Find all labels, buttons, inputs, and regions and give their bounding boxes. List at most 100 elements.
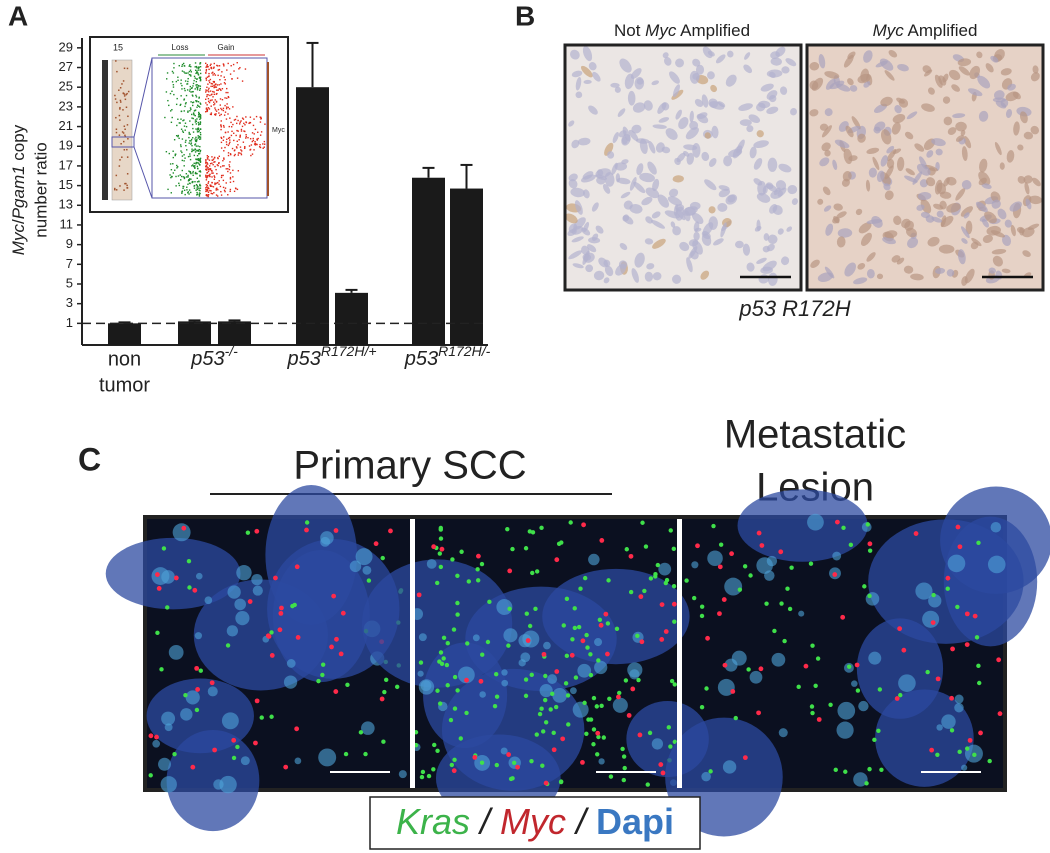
cell [914,143,925,152]
kras-signal [452,757,457,762]
cell [634,252,645,268]
inset-dot [208,101,211,104]
inset-dot [213,91,215,93]
inset-dot [220,124,222,127]
kras-signal [828,702,833,707]
cell [955,135,965,142]
dapi-spot [947,554,966,573]
inset-dot [210,190,212,192]
inset-dot [196,187,198,189]
cell [978,177,987,186]
inset-dot [123,125,126,128]
kras-signal [582,700,587,706]
inset-dot [199,150,201,153]
inset-dot [177,79,179,81]
inset-dot [211,159,214,161]
inset-dot [205,68,208,71]
cell [588,105,598,115]
cell [577,137,591,146]
inset-dot [194,171,197,174]
kras-signal [394,684,400,690]
inset-dot [244,130,246,133]
inset-dot [206,163,209,165]
dapi-spot [961,764,968,771]
kras-signal [597,617,603,622]
myc-signal [957,544,963,550]
myc-signal [581,522,586,528]
cell [977,75,991,89]
kras-signal [867,593,872,599]
inset-dot [224,131,227,134]
inset-dot [183,165,185,167]
inset-dot [230,126,233,128]
myc-signal [929,747,935,753]
cell [670,221,676,228]
inset-dot [189,133,191,135]
cell [817,198,824,205]
cell [922,65,932,74]
inset-dot [225,168,227,170]
inset-dot [205,190,207,193]
sep: / [9,219,28,224]
inset-dot [195,96,198,98]
inset-dot [123,67,126,70]
inset-dot [211,162,213,164]
cell [770,57,782,66]
inset-dot [196,70,198,72]
kras-signal [748,573,753,578]
inset-dot [199,89,201,91]
cell [636,163,644,176]
inset-dot [190,140,192,142]
inset-dot [192,101,195,103]
dapi-spot [227,585,241,599]
inset-dot [219,79,221,81]
cell [582,45,593,62]
inset-dot [187,174,189,177]
inset-dot [242,118,245,120]
kras-signal [452,706,458,711]
inset-dot [206,184,209,187]
inset-dot [191,113,193,116]
inset-dot [207,107,210,109]
inset-dot [190,138,193,141]
inset-dot [260,116,262,118]
inset-dot [187,192,189,194]
inset-dot [192,82,195,85]
kras-signal [925,669,930,675]
inset-dot [212,90,214,93]
inset-dot [239,66,241,69]
y-axis-label-line: number ratio [31,142,50,237]
inset-dot [232,180,235,183]
inset-dot [199,123,201,125]
inset-dot [180,128,183,130]
myc-signal [554,669,560,674]
inset-dot [196,181,199,183]
inset-dot [198,123,200,125]
inset-dot [240,128,243,131]
cell [971,237,982,247]
cell [725,74,737,87]
inset-dot [236,147,238,149]
inset-dot [257,131,259,133]
cell [715,54,726,64]
inset-dot [206,86,208,89]
inset-dot [174,154,176,157]
inset-connector [133,57,153,138]
cell [683,151,690,157]
myc-signal [269,653,275,658]
inset-dot [234,149,236,151]
cell [708,98,719,108]
inset-dot [119,87,122,89]
inset-dot [209,64,212,67]
inset-dot [209,169,211,171]
ihc-frame [563,43,803,292]
inset-dot [225,118,228,120]
inset-dot [206,90,208,92]
inset-dot [188,179,191,181]
nucleus [146,678,254,754]
cell [961,238,968,244]
inset-dot [227,113,229,115]
y-axis-label-line: Myc/Pgam1 copy [9,124,28,255]
cell [641,196,653,206]
inset-dot [210,112,213,114]
